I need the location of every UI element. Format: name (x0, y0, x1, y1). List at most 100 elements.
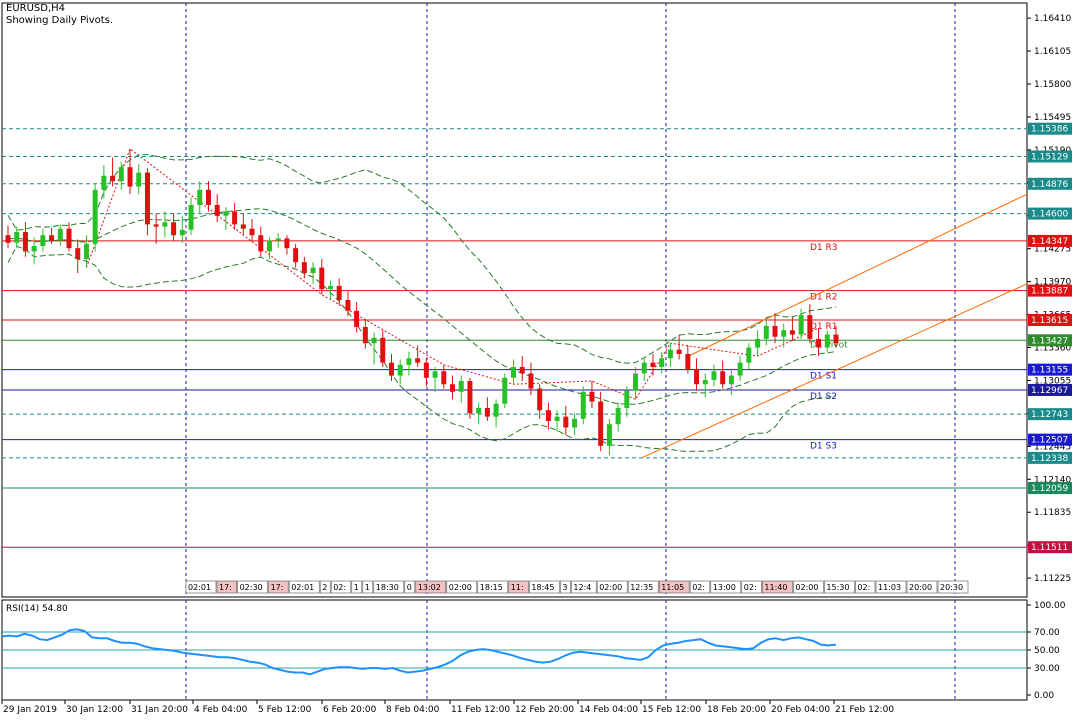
bear-candle (127, 167, 133, 187)
bull-candle (371, 337, 377, 344)
bear-candle (676, 349, 682, 354)
level-tag (1028, 482, 1072, 495)
bear-candle (685, 354, 691, 370)
bear-candle (258, 235, 264, 252)
symbol-label: EURUSD,H4 (6, 3, 66, 14)
zigzag-line (85, 147, 819, 400)
time-marker-box (373, 580, 405, 594)
level-price-tags: 1.15386 1.15129 1.14876 1.14600 1.14347 1.138… (1028, 122, 1072, 554)
bull-candle (711, 371, 717, 380)
level-tag-label: 1.14876 (1031, 180, 1068, 190)
bear-candle (467, 381, 473, 414)
bear-candle (153, 224, 159, 227)
time-tick-label: 12 Feb 20:00 (515, 705, 574, 715)
bull-candle (266, 240, 272, 252)
bear-candle (110, 175, 116, 182)
bear-candle (415, 358, 421, 363)
price-tick-label: 1.14275 (1034, 245, 1071, 255)
time-marker-label: 20:00 (909, 583, 932, 592)
rsi-line (1, 628, 837, 676)
bull-candle (572, 418, 578, 428)
time-marker-box (875, 580, 907, 594)
level-name: D1 S1 (810, 372, 837, 382)
bull-candle (641, 362, 647, 374)
bear-candle (484, 408, 490, 417)
time-tick-label: 29 Jan 2019 (3, 705, 57, 715)
time-marker-label: 18:45 (531, 583, 554, 592)
time-marker-label: 02: (744, 583, 757, 592)
rsi-tick-label: 50.00 (1034, 646, 1060, 656)
bull-candle (406, 358, 412, 365)
bull-candle (136, 172, 142, 187)
bull-candle (554, 416, 560, 421)
vertical-gridlines (185, 3, 956, 700)
bull-candle (31, 246, 37, 252)
bull-candle (197, 189, 203, 205)
level-tag-label: 1.12967 (1031, 386, 1068, 396)
time-marker-label: 11:03 (878, 583, 901, 592)
bear-candle (240, 224, 246, 229)
rsi-tick-label: 30.00 (1034, 664, 1060, 674)
time-marker-box (689, 580, 711, 594)
bear-candle (171, 222, 177, 236)
bull-candle (798, 315, 804, 335)
bear-candle (589, 391, 595, 402)
time-marker-box (937, 580, 969, 594)
bear-candle (694, 369, 700, 385)
bull-candle (118, 167, 124, 182)
level-tag-label: 1.12743 (1031, 410, 1068, 420)
time-marker-label: 2 (322, 583, 327, 592)
time-marker-label: 1 (354, 583, 359, 592)
level-tag-label: 1.13615 (1031, 316, 1068, 326)
bear-candle (789, 330, 795, 335)
time-marker-label: 15:30 (826, 583, 849, 592)
time-marker-box (596, 580, 628, 594)
time-tick-label: 20 Feb 04:00 (771, 705, 830, 715)
upper-band (7, 153, 837, 364)
time-marker-label: 3 (562, 583, 567, 592)
level-tag (1028, 122, 1072, 135)
bear-candle (66, 228, 72, 249)
time-marker-label: 11:05 (661, 583, 684, 592)
level-tag-label: 1.11511 (1031, 543, 1068, 553)
bear-candle (301, 262, 307, 273)
time-marker-box (362, 580, 374, 594)
time-tick-label: 31 Jan 20:00 (131, 705, 188, 715)
time-marker-label: 02:00 (795, 583, 818, 592)
time-axis: 29 Jan 2019 30 Jan 12:00 31 Jan 20:00 4 Feb… (1, 700, 894, 715)
price-tick-label: 1.12140 (1034, 475, 1071, 485)
time-marker-box (741, 580, 762, 594)
rsi-tick-label: 100.00 (1034, 601, 1066, 611)
indicator-subtitle: Showing Daily Pivots. (6, 15, 114, 26)
bear-candle (232, 211, 238, 225)
bull-candle (188, 204, 194, 230)
time-marker-label: 02:00 (599, 583, 622, 592)
candlesticks (5, 148, 839, 456)
bull-candle (101, 175, 107, 190)
price-tick-label: 1.11225 (1034, 574, 1071, 584)
bull-candle (458, 381, 464, 392)
time-marker-label: 12:35 (630, 583, 653, 592)
level-tag-label: 1.13887 (1031, 287, 1068, 297)
level-tag (1028, 408, 1072, 421)
bull-candle (659, 358, 665, 367)
price-tick-label: 1.13360 (1034, 344, 1071, 354)
bull-candle (83, 243, 89, 259)
level-tag (1028, 541, 1072, 554)
time-tick-label: 6 Feb 20:00 (323, 705, 377, 715)
level-name: D1 R1 (810, 322, 838, 332)
level-name: D1 S2 (810, 392, 837, 402)
bear-candle (545, 410, 551, 421)
time-marker-label: 02:01 (291, 583, 314, 592)
chart-frame (1, 2, 1028, 701)
time-marker-box (508, 580, 529, 594)
time-marker-label: 17: (219, 583, 232, 592)
level-tag-label: 1.14347 (1031, 237, 1068, 247)
bear-candle (293, 248, 299, 263)
main-plot-border (1, 2, 1028, 598)
bear-candle (441, 371, 447, 385)
bear-candle (284, 238, 290, 249)
level-tag (1028, 451, 1072, 464)
